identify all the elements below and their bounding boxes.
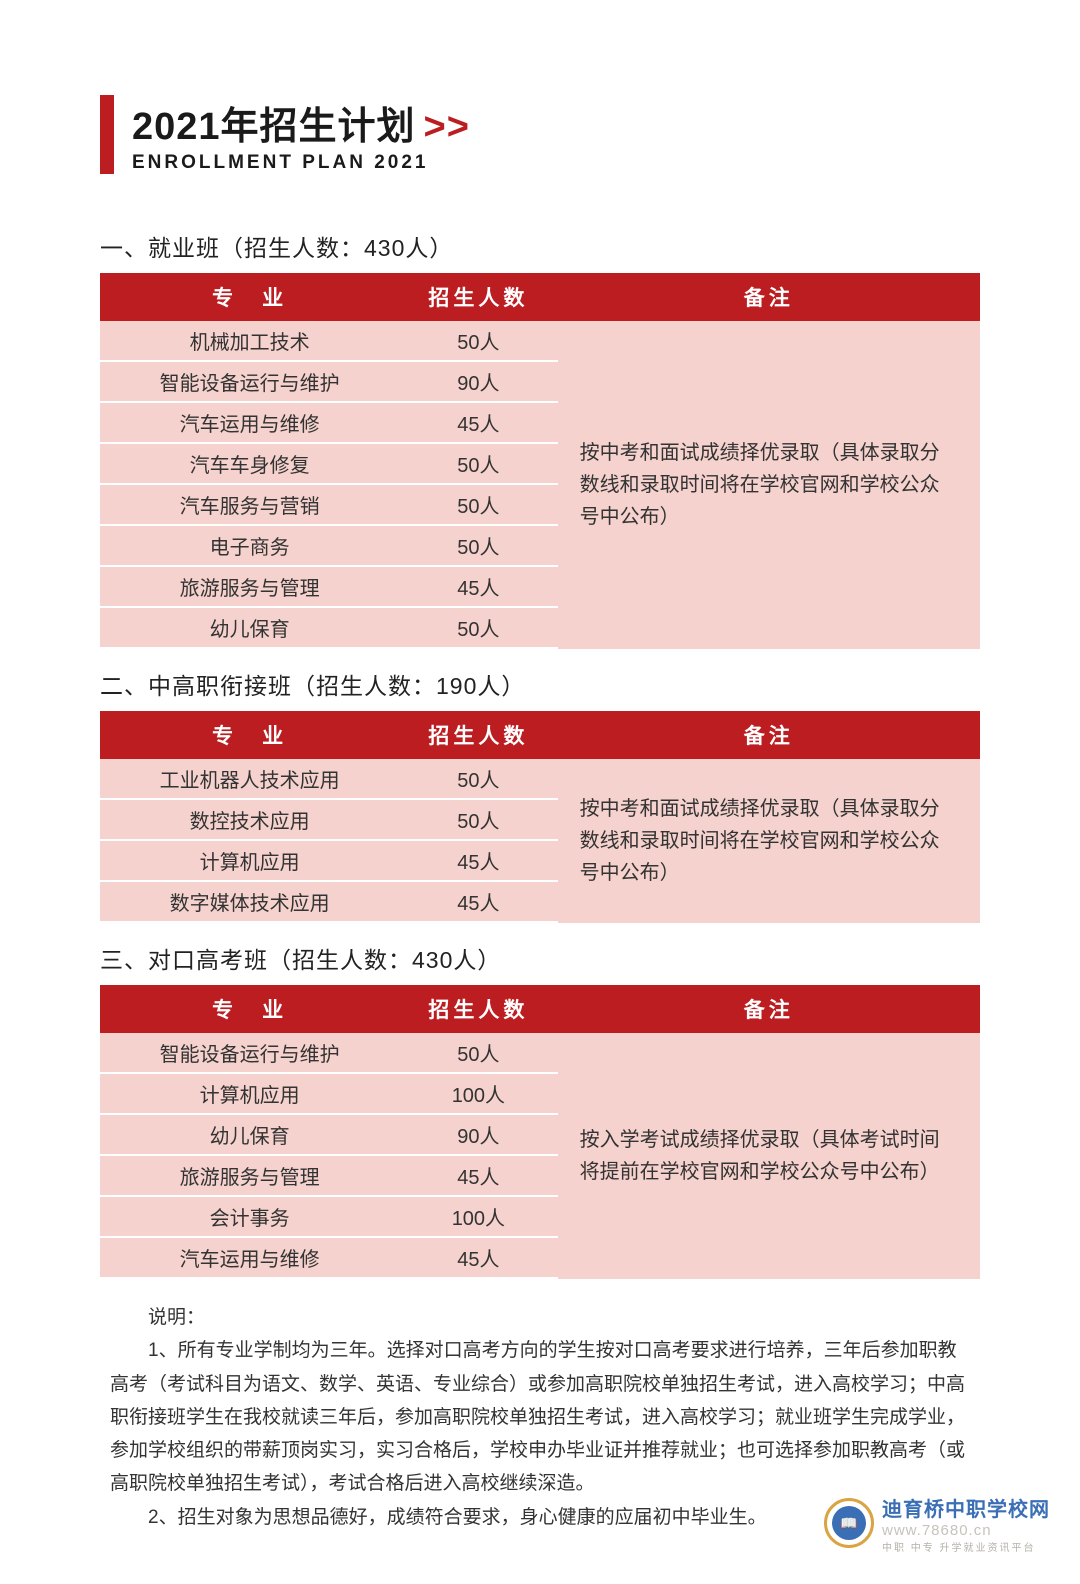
cell-major: 幼儿保育 [100,1115,399,1156]
cell-count: 100人 [399,1197,557,1238]
table-row: 机械加工技术50人按中考和面试成绩择优录取（具体录取分数线和录取时间将在学校官网… [100,321,980,362]
enrollment-table: 专 业招生人数备注智能设备运行与维护50人按入学考试成绩择优录取（具体考试时间将… [100,985,980,1279]
cell-major: 智能设备运行与维护 [100,1033,399,1074]
watermark-badge: 📖 [824,1498,874,1548]
cell-major: 计算机应用 [100,1074,399,1115]
cell-count: 50人 [399,759,557,800]
watermark-text: 迪育桥中职学校网 www.78680.cn 中职 中专 升学就业资讯平台 [882,1493,1050,1554]
section-heading: 二、中高职衔接班（招生人数：190人） [100,667,980,701]
cell-major: 工业机器人技术应用 [100,759,399,800]
cell-count: 90人 [399,362,557,403]
table-header-note: 备注 [558,985,980,1033]
enrollment-table: 专 业招生人数备注机械加工技术50人按中考和面试成绩择优录取（具体录取分数线和录… [100,273,980,649]
cell-count: 45人 [399,403,557,444]
title-text: 2021年招生计划>> ENROLLMENT PLAN 2021 [132,95,470,174]
chevron-icon: >> [424,106,470,148]
cell-count: 45人 [399,567,557,608]
title-accent-bar [100,95,114,174]
cell-major: 数控技术应用 [100,800,399,841]
cell-major: 计算机应用 [100,841,399,882]
cell-major: 会计事务 [100,1197,399,1238]
table-header-note: 备注 [558,273,980,321]
cell-count: 100人 [399,1074,557,1115]
enrollment-table: 专 业招生人数备注工业机器人技术应用50人按中考和面试成绩择优录取（具体录取分数… [100,711,980,923]
explain-paragraph-1: 1、所有专业学制均为三年。选择对口高考方向的学生按对口高考要求进行培养，三年后参… [110,1334,970,1500]
page-title-block: 2021年招生计划>> ENROLLMENT PLAN 2021 [100,95,980,174]
cell-count: 50人 [399,800,557,841]
table-header-major: 专 业 [100,273,399,321]
table-row: 智能设备运行与维护50人按入学考试成绩择优录取（具体考试时间将提前在学校官网和学… [100,1033,980,1074]
cell-major: 汽车车身修复 [100,444,399,485]
cell-count: 45人 [399,841,557,882]
watermark-url: www.78680.cn [882,1522,1050,1539]
cell-note: 按中考和面试成绩择优录取（具体录取分数线和录取时间将在学校官网和学校公众号中公布… [558,321,980,649]
cell-major: 数字媒体技术应用 [100,882,399,923]
cell-count: 90人 [399,1115,557,1156]
cell-major: 电子商务 [100,526,399,567]
section-heading: 一、就业班（招生人数：430人） [100,229,980,263]
cell-count: 50人 [399,444,557,485]
cell-count: 45人 [399,882,557,923]
cell-note: 按入学考试成绩择优录取（具体考试时间将提前在学校官网和学校公众号中公布） [558,1033,980,1279]
explain-label: 说明： [110,1301,970,1334]
watermark: 📖 迪育桥中职学校网 www.78680.cn 中职 中专 升学就业资讯平台 [824,1493,1050,1554]
table-header-count: 招生人数 [399,273,557,321]
cell-major: 旅游服务与管理 [100,567,399,608]
cell-count: 45人 [399,1156,557,1197]
title-english: ENROLLMENT PLAN 2021 [132,152,470,174]
cell-major: 汽车运用与维修 [100,403,399,444]
cell-major: 汽车服务与营销 [100,485,399,526]
watermark-subtitle: 中职 中专 升学就业资讯平台 [882,1539,1050,1554]
book-icon: 📖 [832,1506,866,1540]
table-header-note: 备注 [558,711,980,759]
table-header-count: 招生人数 [399,711,557,759]
title-chinese: 2021年招生计划>> [132,95,470,150]
section-heading: 三、对口高考班（招生人数：430人） [100,941,980,975]
table-header-count: 招生人数 [399,985,557,1033]
cell-major: 旅游服务与管理 [100,1156,399,1197]
title-cn-text: 2021年招生计划 [132,106,416,148]
cell-count: 50人 [399,1033,557,1074]
cell-count: 50人 [399,608,557,649]
cell-count: 50人 [399,526,557,567]
cell-major: 幼儿保育 [100,608,399,649]
cell-major: 机械加工技术 [100,321,399,362]
table-row: 工业机器人技术应用50人按中考和面试成绩择优录取（具体录取分数线和录取时间将在学… [100,759,980,800]
cell-major: 汽车运用与维修 [100,1238,399,1279]
table-header-major: 专 业 [100,985,399,1033]
watermark-title: 迪育桥中职学校网 [882,1493,1050,1522]
cell-count: 45人 [399,1238,557,1279]
table-header-major: 专 业 [100,711,399,759]
cell-count: 50人 [399,321,557,362]
cell-note: 按中考和面试成绩择优录取（具体录取分数线和录取时间将在学校官网和学校公众号中公布… [558,759,980,923]
cell-major: 智能设备运行与维护 [100,362,399,403]
cell-count: 50人 [399,485,557,526]
